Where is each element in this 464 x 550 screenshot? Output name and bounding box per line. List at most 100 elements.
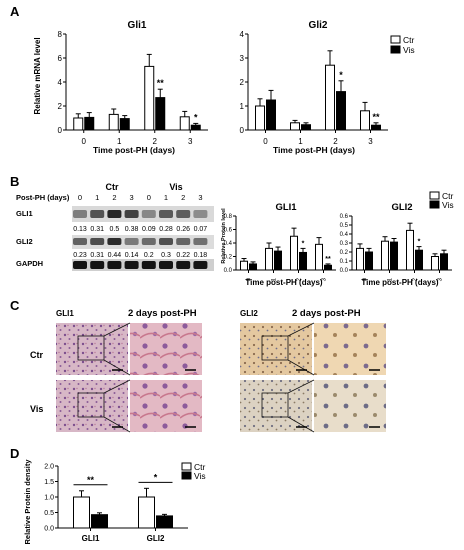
bar-ctr-3 [431, 256, 439, 271]
bar-ctr-2 [290, 235, 298, 271]
bar-vis-GLI1 [91, 514, 108, 529]
significance-marker: * [339, 70, 343, 80]
bar-ctr-3 [315, 243, 323, 271]
blot-value-gli1: 0.13 [73, 226, 87, 233]
y-tick-label: 0 [58, 126, 63, 135]
blot-band-gli1-lane [141, 210, 156, 218]
x-tick-label: 3 [188, 137, 193, 146]
x-tick-label: 3 [368, 137, 373, 146]
bar-ctr-0 [240, 260, 248, 271]
significance-marker: ** [372, 112, 380, 122]
y-tick-label: 0.0 [44, 525, 54, 532]
bar-vis-GLI2 [156, 515, 173, 529]
blot-lane-label: 1 [95, 193, 99, 202]
chart-b1: 0.0 0.2 0.4 0.6 0.8 GLI1 0 1 2 * 3 ** [224, 202, 336, 281]
bar-vis-0 [84, 116, 95, 131]
bar-vis-1 [390, 241, 398, 271]
chart-title: Gli2 [309, 20, 328, 31]
blot-value-gli2: 0.14 [125, 252, 139, 259]
blot-lane-label: 0 [78, 193, 82, 202]
blot-bands [73, 210, 208, 269]
x-tick-label: 2 [153, 137, 158, 146]
y-tick-label: 0.6 [340, 214, 349, 220]
blot-group-ctr: Ctr [106, 182, 119, 192]
bar-ctr-3 [360, 110, 370, 131]
bar-vis-1 [301, 124, 311, 131]
significance-marker: * [302, 240, 305, 247]
chart-title: GLI2 [391, 202, 412, 213]
ihc-row-vis: Vis [30, 404, 43, 414]
panel-label-b: B [10, 174, 19, 189]
legend-panel-a: Ctr Vis [390, 35, 415, 55]
y-tick-label: 0.1 [340, 259, 349, 265]
blot-band-gapdh-lane [124, 261, 139, 269]
y-tick-label: 2.0 [44, 463, 54, 470]
chart-a1: 0 2 4 6 8 Gli1 0 1 2 ** 3 * [58, 20, 208, 146]
legend-ctr-label: Ctr [194, 462, 206, 472]
y-tick-label: 0.0 [224, 268, 233, 274]
panel-a-xlabel-left: Time post-PH (days) [93, 145, 175, 155]
y-tick-label: 0.4 [340, 232, 349, 238]
blot-band-gli1: GLI1 [16, 209, 33, 218]
blot-band-gli2-lane [124, 238, 139, 245]
bar-vis-1 [119, 118, 130, 131]
panel-a-xlabel-right: Time post-PH (days) [273, 145, 355, 155]
y-tick-label: 8 [58, 30, 63, 39]
x-tick-label: GLI1 [82, 534, 100, 543]
x-tick-label: 1 [272, 277, 278, 281]
y-tick-label: 0.4 [224, 241, 233, 247]
y-tick-label: 1.5 [44, 479, 54, 486]
bar-ctr-1 [381, 240, 389, 271]
blot-lane-label: 1 [164, 193, 168, 202]
blot-band-gli2: GLI2 [16, 237, 33, 246]
blot-band-gli2-lane [73, 238, 87, 245]
bar-vis-2 [155, 97, 166, 131]
bar-vis-3 [190, 124, 201, 131]
blot-band-gli1-lane [73, 210, 87, 218]
blot-value-gli2: 0.22 [176, 252, 190, 259]
y-tick-label: 0.8 [224, 214, 233, 220]
bar-ctr-1 [265, 247, 273, 271]
blot-band-gli2-lane [90, 238, 105, 245]
y-tick-label: 1 [240, 102, 245, 111]
panel-d-ylabel: Relative Protein density [23, 459, 32, 545]
blot-band-gli1-lane [159, 210, 173, 218]
bar-vis-3 [371, 124, 381, 131]
significance-marker: * [154, 472, 158, 482]
ihc-gli2-ctr-overview [240, 323, 312, 375]
blot-band-gli1-lane [193, 210, 208, 218]
legend-panel-b: Ctr Vis [429, 191, 454, 210]
bar-ctr-2 [406, 229, 414, 271]
bar-vis-0 [365, 251, 373, 271]
blot-band-gli2-lane [141, 238, 156, 245]
panel-b-xlabel-left: Time post-PH (days) [245, 278, 323, 287]
blot-value-gli1: 0.5 [110, 226, 120, 233]
chart-title: GLI1 [275, 202, 297, 213]
bar-vis-1 [274, 250, 282, 271]
blot-band-gapdh-lane [141, 261, 156, 269]
legend-vis-label: Vis [442, 200, 454, 210]
bar-vis-2 [415, 249, 423, 271]
ihc-gli2-ctr-zoom [314, 323, 386, 375]
blot-band-gapdh-lane [193, 261, 208, 269]
blot-band-gapdh: GAPDH [16, 259, 43, 268]
y-tick-label: 0.3 [340, 241, 349, 247]
bar-vis-0 [249, 263, 257, 271]
x-tick-label: 0 [363, 277, 369, 281]
y-tick-label: 4 [58, 78, 63, 87]
blot-value-gli2: 0.2 [144, 252, 154, 259]
bar-ctr-GLI1 [73, 496, 90, 529]
x-tick-label: 1 [298, 137, 303, 146]
ihc-figure: GLI1 2 days post-PH GLI2 2 days post-PH … [30, 308, 386, 433]
blot-value-gli2: 0.31 [90, 252, 104, 259]
x-tick-label: 1 [117, 137, 122, 146]
significance-marker: ** [325, 256, 331, 263]
ihc-title-gli2: GLI2 [240, 309, 258, 318]
blot-lane-label: 3 [198, 193, 202, 202]
legend-panel-d: Ctr Vis [181, 462, 206, 481]
x-tick-label: 2 [333, 137, 338, 146]
y-tick-label: 3 [240, 54, 245, 63]
blot-band-gli2-lane [176, 238, 191, 245]
y-tick-label: 2 [240, 78, 245, 87]
